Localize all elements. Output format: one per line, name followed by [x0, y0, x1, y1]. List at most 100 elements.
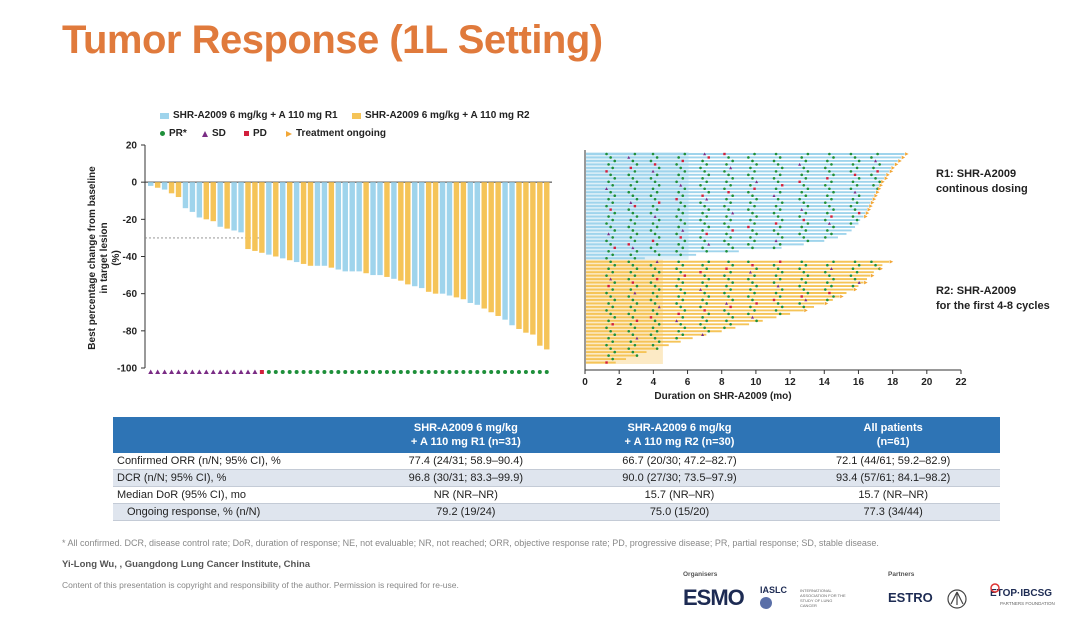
etop-logo: ETOP·IBCSG [990, 588, 1053, 599]
sd-marker [169, 369, 175, 374]
pr-marker [384, 370, 389, 374]
ongoing-arrow [865, 211, 870, 215]
pr-marker [853, 156, 857, 159]
pr-marker [753, 152, 756, 156]
pr-marker [857, 177, 861, 180]
pr-marker [679, 305, 683, 309]
pr-marker [287, 370, 292, 374]
pr-marker [707, 225, 711, 229]
pd-marker [683, 274, 687, 277]
pr-marker [755, 215, 758, 218]
sd-marker [210, 369, 216, 374]
pr-marker [832, 295, 835, 298]
pr-marker [751, 177, 754, 180]
pr-marker [609, 156, 612, 159]
pr-marker [635, 250, 639, 253]
waterfall-bar [544, 182, 550, 350]
pd-marker [605, 170, 608, 173]
pr-marker [301, 370, 306, 374]
pr-marker [655, 243, 659, 246]
waterfall-bar [418, 182, 425, 289]
pr-marker [830, 284, 833, 288]
pr-marker [496, 370, 501, 374]
sd-marker [653, 214, 657, 218]
pr-marker [802, 270, 806, 274]
pr-marker [675, 302, 678, 305]
pr-marker [802, 166, 806, 170]
pr-marker [635, 163, 639, 166]
pr-marker [629, 270, 633, 274]
pr-marker [725, 180, 728, 184]
pr-marker [800, 260, 804, 264]
pr-marker [751, 211, 754, 215]
esmo-logo: ESMO [683, 585, 745, 610]
waterfall-bar [300, 182, 307, 264]
waterfall-bar [224, 182, 230, 229]
waterfall-bar [384, 182, 390, 277]
pr-marker [350, 370, 355, 374]
pr-marker [725, 163, 728, 166]
pr-marker [772, 211, 776, 215]
pr-marker [849, 187, 853, 191]
waterfall-bar [168, 182, 175, 194]
pr-marker [830, 197, 833, 201]
waterfall-bar [321, 182, 328, 266]
sd-marker [705, 197, 709, 201]
pr-marker [627, 312, 631, 316]
pr-marker [454, 370, 459, 374]
waterfall-bar [453, 182, 460, 298]
pr-marker [778, 225, 782, 229]
pr-marker [611, 357, 614, 361]
pr-marker [705, 319, 708, 323]
pr-marker [609, 347, 612, 350]
waterfall-bar [217, 182, 223, 227]
pr-marker [605, 309, 608, 312]
pr-marker [774, 152, 778, 156]
pr-marker [755, 232, 758, 236]
pr-marker [723, 239, 726, 243]
sd-marker [224, 369, 230, 374]
sd-marker [675, 319, 679, 323]
ongoing-arrow [901, 155, 906, 160]
table-cell: 96.8 (30/31; 83.3–99.9) [359, 469, 573, 487]
pr-marker [707, 190, 711, 194]
sd-marker [804, 298, 808, 302]
pr-marker [440, 370, 445, 374]
pr-marker [683, 204, 687, 208]
pr-marker [723, 274, 726, 277]
pr-marker [655, 347, 659, 350]
sd-marker [162, 369, 168, 374]
pd-marker [611, 323, 614, 326]
waterfall-bar [148, 182, 154, 186]
pr-marker [609, 260, 612, 264]
pr-marker [778, 277, 782, 281]
pr-marker [780, 270, 784, 274]
pr-marker [607, 302, 610, 305]
pr-marker [655, 312, 659, 316]
pr-marker [727, 243, 730, 246]
pr-marker [731, 177, 734, 180]
table-row: DCR (n/N; 95% CI), % 96.8 (30/31; 83.3–9… [113, 469, 1000, 487]
pr-marker [826, 159, 829, 163]
pr-marker [747, 208, 750, 211]
pr-marker [806, 187, 810, 191]
y-tick-label: 20 [126, 141, 138, 152]
waterfall-bar [245, 182, 251, 250]
pr-marker [778, 156, 782, 159]
pd-marker [727, 191, 730, 194]
pr-marker [631, 211, 635, 215]
waterfall-bar [189, 182, 196, 212]
table-cell: 79.2 (19/24) [359, 503, 573, 521]
sd-marker-icon [202, 130, 208, 137]
legend-sd-label: SD [212, 128, 226, 139]
waterfall-bar [391, 182, 397, 279]
ongoing-arrow [898, 159, 902, 163]
pr-marker [823, 270, 827, 274]
pr-marker [651, 187, 655, 191]
table-cell: 15.7 (NR–NR) [858, 489, 928, 501]
pr-marker [729, 236, 732, 239]
pr-marker [772, 229, 776, 232]
pr-marker [405, 370, 410, 374]
pd-marker [701, 194, 704, 197]
pr-marker [605, 222, 608, 225]
